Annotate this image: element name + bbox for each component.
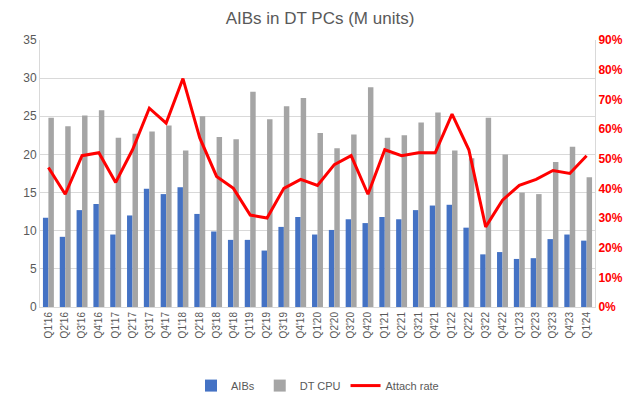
svg-text:Q4'18: Q4'18 [228,312,239,339]
svg-text:Q2'21: Q2'21 [396,312,407,339]
svg-text:40%: 40% [598,182,622,196]
svg-text:60%: 60% [598,122,622,136]
svg-text:70%: 70% [598,93,622,107]
svg-text:Q1'22: Q1'22 [446,312,457,339]
svg-text:35: 35 [23,33,37,47]
svg-text:Q4'23: Q4'23 [564,312,575,339]
svg-text:Q4'19: Q4'19 [295,312,306,339]
svg-text:Q3'19: Q3'19 [278,312,289,339]
svg-text:Q3'16: Q3'16 [76,312,87,339]
svg-text:Q1'24: Q1'24 [581,312,592,339]
svg-text:Q3'21: Q3'21 [413,312,424,339]
svg-text:Q3'22: Q3'22 [480,312,491,339]
svg-text:0%: 0% [598,300,616,314]
svg-text:Q2'22: Q2'22 [463,312,474,339]
svg-text:Q3'23: Q3'23 [547,312,558,339]
svg-text:DT CPU: DT CPU [300,380,341,392]
svg-text:30%: 30% [598,211,622,225]
svg-text:Q4'16: Q4'16 [93,312,104,339]
svg-text:Q1'20: Q1'20 [312,312,323,339]
svg-text:Q2'20: Q2'20 [329,312,340,339]
svg-text:Q1'17: Q1'17 [110,312,121,339]
svg-text:Q2'16: Q2'16 [59,312,70,339]
svg-text:10%: 10% [598,271,622,285]
svg-text:Q1'18: Q1'18 [177,312,188,339]
svg-text:15: 15 [23,186,37,200]
svg-text:80%: 80% [598,63,622,77]
svg-text:Q4'21: Q4'21 [429,312,440,339]
svg-text:20: 20 [23,148,37,162]
svg-text:Q1'16: Q1'16 [43,312,54,339]
svg-text:Attach rate: Attach rate [386,380,439,392]
svg-text:Q3'17: Q3'17 [144,312,155,339]
svg-text:Q2'23: Q2'23 [530,312,541,339]
svg-text:Q1'19: Q1'19 [244,312,255,339]
svg-text:30: 30 [23,71,37,85]
svg-text:Q3'18: Q3'18 [211,312,222,339]
svg-text:Q4'17: Q4'17 [160,312,171,339]
svg-text:Q4'20: Q4'20 [362,312,373,339]
svg-text:AIBs: AIBs [231,380,255,392]
svg-text:Q1'21: Q1'21 [379,312,390,339]
svg-text:Q2'18: Q2'18 [194,312,205,339]
svg-text:Q4'22: Q4'22 [497,312,508,339]
svg-text:Q1'23: Q1'23 [514,312,525,339]
svg-text:90%: 90% [598,33,622,47]
svg-text:10: 10 [23,224,37,238]
svg-text:25: 25 [23,109,37,123]
svg-text:50%: 50% [598,152,622,166]
svg-text:0: 0 [30,300,37,314]
svg-text:Q2'17: Q2'17 [127,312,138,339]
svg-text:Q3'20: Q3'20 [345,312,356,339]
svg-text:20%: 20% [598,241,622,255]
svg-text:AIBs in DT PCs (M units): AIBs in DT PCs (M units) [226,9,415,28]
svg-text:Q2'19: Q2'19 [261,312,272,339]
svg-text:5: 5 [30,262,37,276]
